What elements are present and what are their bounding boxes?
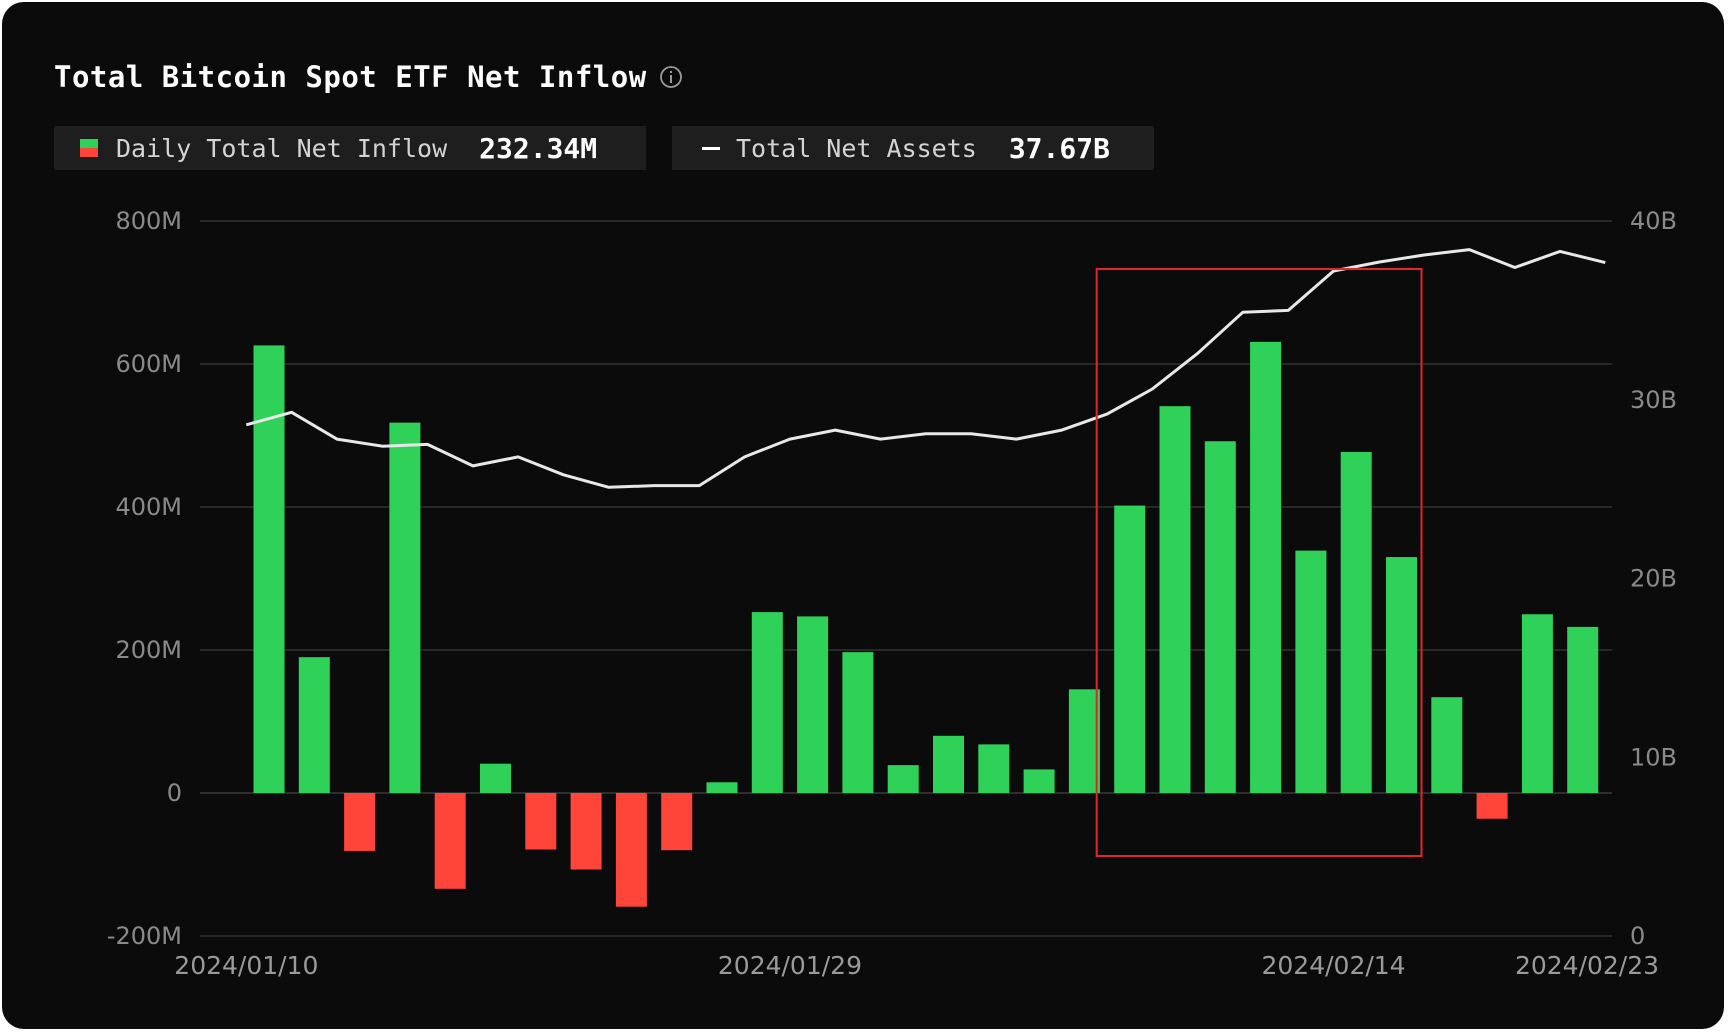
inflow-bar	[1476, 793, 1508, 819]
inflow-bar	[389, 422, 421, 793]
inflow-bar	[933, 735, 964, 793]
inflow-bar	[1023, 769, 1055, 793]
inflow-bar	[1431, 697, 1463, 793]
left-tick-label: 0	[167, 779, 182, 807]
legend-daily-inflow[interactable]: Daily Total Net Inflow 232.34M	[54, 126, 646, 170]
inflow-bar	[1250, 341, 1282, 793]
left-tick-label: 600M	[115, 350, 182, 378]
left-tick-label: 400M	[115, 493, 182, 521]
inflow-swatch-icon	[80, 139, 98, 157]
legend-inflow-value: 232.34M	[479, 131, 598, 165]
inflow-bar	[570, 793, 602, 870]
inflow-bar	[1159, 406, 1191, 793]
inflow-bar	[1068, 689, 1100, 793]
left-tick-label: 200M	[115, 636, 182, 664]
inflow-bar	[661, 793, 693, 851]
inflow-bar	[434, 793, 466, 889]
left-tick-label: -200M	[107, 922, 182, 950]
inflow-bar	[253, 345, 285, 793]
inflow-bar	[1340, 451, 1372, 793]
line-swatch-icon	[702, 146, 720, 150]
inflow-bar	[978, 744, 1010, 793]
left-tick-label: 800M	[115, 207, 182, 235]
inflow-bar	[706, 782, 738, 793]
inflow-bar	[1204, 441, 1236, 793]
x-tick-label: 2024/02/14	[1262, 951, 1406, 980]
x-tick-label: 2024/01/29	[718, 951, 862, 980]
x-tick-label: 2024/01/10	[174, 951, 318, 980]
right-tick-label: 40B	[1630, 207, 1677, 235]
right-tick-label: 10B	[1630, 743, 1677, 771]
legend-inflow-label: Daily Total Net Inflow	[116, 133, 448, 163]
inflow-bar	[615, 793, 647, 907]
inflow-bar	[298, 657, 330, 793]
chart-title: Total Bitcoin Spot ETF Net Inflow	[54, 60, 647, 94]
legend-assets-label: Total Net Assets	[736, 133, 977, 163]
inflow-bar	[1567, 626, 1599, 793]
legend-net-assets[interactable]: Total Net Assets 37.67B	[672, 126, 1154, 170]
inflow-bar	[797, 616, 829, 793]
right-tick-label: 0	[1630, 922, 1645, 950]
inflow-bar	[480, 763, 511, 793]
inflow-bar	[1521, 614, 1553, 793]
inflow-bar	[1386, 557, 1417, 793]
inflow-bar	[1295, 550, 1327, 793]
inflow-bar	[751, 612, 783, 793]
inflow-bar	[887, 765, 919, 793]
chart-title-row: Total Bitcoin Spot ETF Net Inflow	[54, 60, 683, 94]
inflow-bar	[842, 652, 874, 793]
net-assets-line	[245, 248, 1606, 489]
legend-assets-value: 37.67B	[1008, 131, 1110, 165]
inflow-bar	[525, 793, 557, 850]
highlight-box	[1095, 268, 1423, 857]
inflow-bar	[344, 793, 376, 851]
inflow-bar	[1114, 505, 1146, 793]
info-icon[interactable]	[659, 65, 683, 89]
x-tick-label: 2024/02/23	[1515, 951, 1659, 980]
right-tick-label: 30B	[1630, 386, 1677, 414]
right-tick-label: 20B	[1630, 565, 1677, 593]
